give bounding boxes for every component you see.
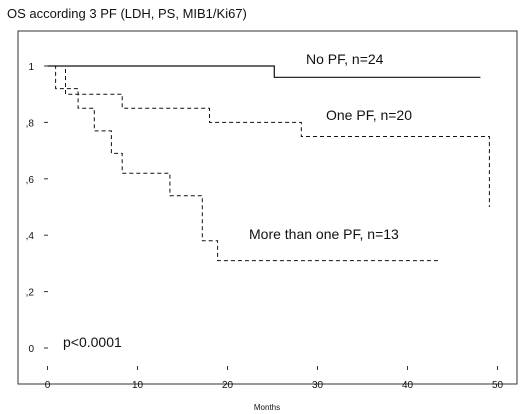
x-tick-label: 0: [45, 380, 51, 391]
chart-title: OS according 3 PF (LDH, PS, MIB1/Ki67): [7, 6, 247, 21]
x-tick-label: 30: [312, 380, 324, 391]
x-axis-title: Months: [254, 403, 280, 412]
series-line-no-pf: [47, 65, 481, 78]
plot-frame: [17, 30, 518, 385]
series-layer: [47, 65, 490, 262]
y-tick-label: 0: [28, 344, 34, 355]
y-tick-label: ,8: [26, 118, 35, 129]
series-line-more-than-one-pf: [47, 65, 440, 262]
y-tick-label: ,4: [26, 231, 35, 242]
axes: 0,2,4,6,810 10 20 30 40 50: [17, 30, 518, 391]
y-tick-label: 1: [28, 62, 34, 73]
p-value-annotation: p<0.0001: [63, 334, 122, 350]
labels-layer: No PF, n=24 One PF, n=20 More than one PF,…: [63, 51, 412, 350]
x-tick-label: 40: [402, 380, 414, 391]
curve-label-more-than-one-pf: More than one PF, n=13: [249, 226, 399, 242]
x-tick-label: 10: [132, 380, 144, 391]
x-tick-label: 20: [222, 380, 234, 391]
y-tick-label: ,2: [26, 288, 35, 299]
y-tick-label: ,6: [26, 175, 35, 186]
x-tick-label: 50: [492, 380, 504, 391]
curve-label-one-pf: One PF, n=20: [326, 107, 412, 123]
series-line-one-pf: [47, 65, 490, 207]
curve-label-no-pf: No PF, n=24: [306, 51, 384, 67]
